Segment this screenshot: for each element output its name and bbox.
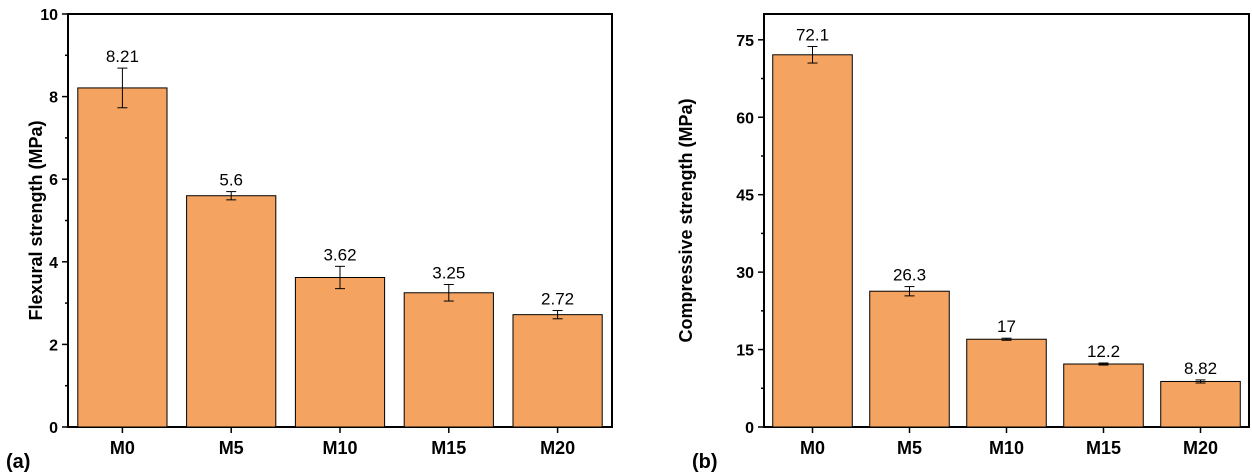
data-label: 2.72 — [541, 290, 574, 309]
bar-m20 — [512, 314, 603, 428]
x-tick-label: M10 — [322, 438, 357, 458]
data-label: 8.21 — [106, 47, 139, 66]
bar-m0 — [77, 87, 168, 428]
x-tick-label: M15 — [431, 438, 466, 458]
x-tick-label: M20 — [1183, 438, 1218, 458]
y-tick-label: 6 — [49, 172, 58, 189]
x-tick-label: M15 — [1086, 438, 1121, 458]
y-tick-label: 75 — [736, 33, 754, 50]
bar-m20 — [1160, 380, 1241, 428]
bar-m5 — [869, 290, 950, 428]
data-label: 5.6 — [219, 171, 243, 190]
y-tick-label: 30 — [736, 265, 754, 282]
panel-label: (a) — [6, 451, 30, 473]
data-label: 26.3 — [893, 266, 926, 285]
data-label: 3.62 — [323, 245, 356, 264]
y-axis-title: Flexural strength (MPa) — [26, 120, 46, 320]
chart-panel-b: 0 15 30 45 60 75 72.1 M0 26.3 M5 17 M10 12.2 M15 8.82 M… — [676, 13, 1250, 473]
x-tick-label: M5 — [219, 438, 244, 458]
data-label: 17 — [997, 317, 1016, 336]
data-label: 8.82 — [1184, 359, 1217, 378]
y-tick-label: 10 — [40, 7, 58, 24]
y-tick-label: 60 — [736, 110, 754, 127]
bar-m0 — [772, 54, 853, 428]
x-tick-label: M5 — [897, 438, 922, 458]
bar-m10 — [966, 338, 1047, 428]
y-tick-label: 4 — [49, 255, 58, 272]
y-tick-label: 0 — [745, 420, 754, 437]
bar-m15 — [403, 292, 494, 428]
y-tick-label: 2 — [49, 337, 58, 354]
y-tick-label: 45 — [736, 188, 754, 205]
x-tick-label: M20 — [540, 438, 575, 458]
chart-panel-a: 0 2 4 6 8 10 8.21 M0 5.6 M5 3.62 M10 3.25 M15 2.72 M20 F… — [6, 7, 613, 473]
data-label: 72.1 — [796, 26, 829, 45]
bar-m5 — [186, 195, 277, 428]
y-tick-label: 0 — [49, 420, 58, 437]
y-tick-label: 15 — [736, 343, 754, 360]
data-label: 3.25 — [432, 264, 465, 283]
panel-label: (b) — [692, 451, 718, 473]
x-tick-label: M0 — [110, 438, 135, 458]
bar-m15 — [1063, 363, 1144, 428]
x-tick-label: M0 — [800, 438, 825, 458]
data-label: 12.2 — [1087, 342, 1120, 361]
y-tick-label: 8 — [49, 90, 58, 107]
x-tick-label: M10 — [989, 438, 1024, 458]
bar-m10 — [294, 276, 386, 428]
y-axis-title: Compressive strength (MPa) — [676, 98, 696, 342]
